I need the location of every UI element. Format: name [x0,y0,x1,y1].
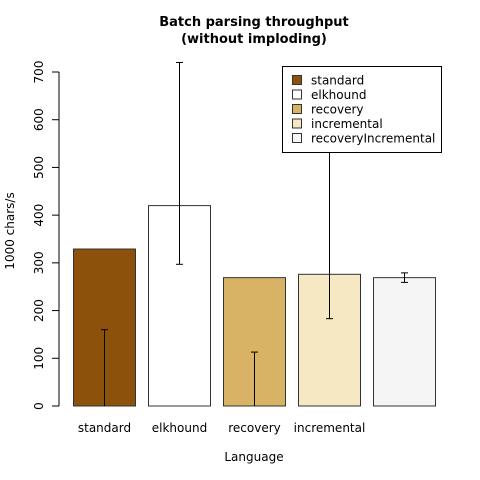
y-tick-label: 400 [32,204,46,227]
legend-swatch [292,75,302,85]
legend-label: elkhound [311,88,366,102]
chart-title-line-2: (without imploding) [181,32,327,47]
y-tick-label: 200 [32,299,46,322]
legend-label: recoveryIncremental [311,132,435,146]
chart-title-line-1: Batch parsing throughput [159,15,349,30]
x-tick-label: standard [78,421,131,435]
y-tick-label: 300 [32,251,46,274]
legend-swatch [292,89,302,100]
bars-group [73,205,436,407]
legend: standardelkhoundrecoveryincrementalrecov… [282,66,442,153]
bar-recoveryIncremental [373,277,436,407]
x-tick-labels: standard elkhound recovery incremental [78,421,365,435]
legend-label: recovery [311,103,364,117]
x-tick-label: recovery [228,421,281,435]
y-axis-label: 1000 chars/s [3,192,17,269]
legend-swatch [292,133,302,143]
legend-swatch [292,118,302,129]
y-tick-label: 100 [32,347,46,370]
legend-label: incremental [311,117,383,131]
y-tick-label: 500 [32,156,46,179]
x-axis-label: Language [224,450,283,464]
legend-label: standard [311,74,364,88]
legend-swatch [292,104,302,114]
y-tick-label: 700 [32,61,46,84]
y-axis: 0 100 200 300 400 500 600 700 [32,61,60,410]
x-tick-label: elkhound [152,421,207,435]
x-tick-label: incremental [294,421,366,435]
legend-box [282,66,442,153]
y-tick-label: 0 [32,402,46,410]
y-tick-label: 600 [32,108,46,131]
